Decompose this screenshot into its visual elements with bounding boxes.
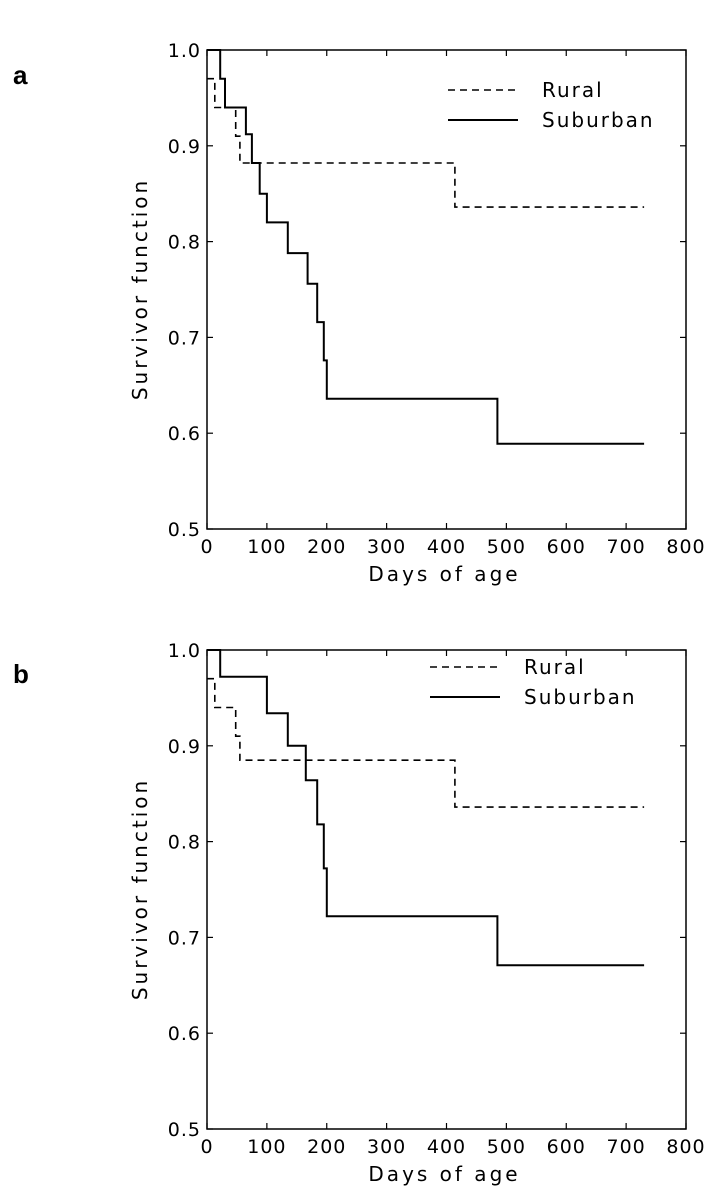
series-line-rural [207, 77, 645, 208]
x-tick-label: 400 [427, 536, 466, 558]
y-tick-label: 0.9 [168, 736, 201, 758]
legend-label-suburban: Suburban [524, 685, 637, 709]
series-line-rural [207, 677, 645, 808]
panel-label-a: a [13, 60, 28, 90]
x-tick-label: 100 [247, 536, 286, 558]
y-tick-label: 0.8 [168, 832, 201, 854]
x-tick-label: 500 [487, 1136, 526, 1158]
x-tick-label: 300 [367, 536, 406, 558]
legend: Rural Suburban [430, 655, 637, 709]
x-tick-label: 0 [200, 536, 213, 558]
x-axis-title: Days of age [368, 1162, 520, 1186]
y-tick-label: 0.8 [168, 232, 201, 254]
x-axis-title: Days of age [368, 562, 520, 586]
x-tick-label: 700 [606, 1136, 645, 1158]
y-tick-label: 0.7 [168, 327, 201, 349]
y-tick-label: 1.0 [168, 40, 201, 62]
legend: Rural Suburban [448, 78, 655, 132]
legend-label-rural: Rural [524, 655, 586, 679]
x-tick-label: 700 [606, 536, 645, 558]
y-tick-label: 0.5 [168, 1119, 201, 1141]
x-tick-label: 800 [666, 1136, 705, 1158]
legend-label-rural: Rural [542, 78, 604, 102]
x-tick-label: 200 [307, 536, 346, 558]
x-tick-label: 100 [247, 1136, 286, 1158]
y-axis-title: Survivor function [128, 778, 152, 1000]
x-tick-label: 800 [666, 536, 705, 558]
x-tick-label: 400 [427, 1136, 466, 1158]
y-tick-label: 0.5 [168, 519, 201, 541]
y-axis-title: Survivor function [128, 178, 152, 400]
y-tick-label: 0.9 [168, 136, 201, 158]
chart-panel-b: 0 100 200 300 400 500 600 700 800 0.5 0.6 0.7 0.8 0.9… [128, 640, 705, 1186]
x-tick-label: 0 [200, 1136, 213, 1158]
x-tick-label: 200 [307, 1136, 346, 1158]
x-tick-label: 300 [367, 1136, 406, 1158]
y-tick-label: 0.6 [168, 423, 201, 445]
y-tick-label: 0.7 [168, 927, 201, 949]
series-line-suburban [207, 649, 645, 967]
panel-label-b: b [13, 659, 29, 689]
y-tick-label: 1.0 [168, 640, 201, 662]
series-line-suburban [207, 49, 645, 445]
legend-label-suburban: Suburban [542, 108, 655, 132]
y-tick-label: 0.6 [168, 1023, 201, 1045]
plot-frame [206, 649, 687, 1130]
x-tick-label: 600 [547, 1136, 586, 1158]
chart-panel-a: 0 100 200 300 400 500 600 700 800 0.5 0.6 0.7 0.8 0.9… [128, 40, 705, 586]
x-tick-label: 600 [547, 536, 586, 558]
x-tick-label: 500 [487, 536, 526, 558]
